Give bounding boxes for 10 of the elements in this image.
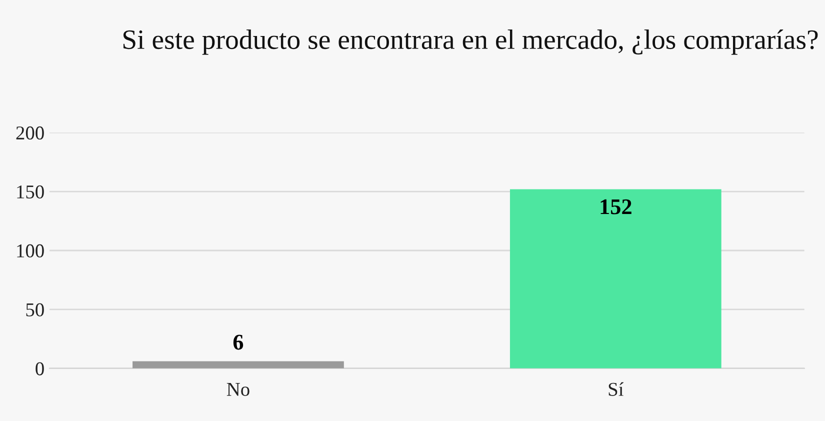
x-tick-label: Sí bbox=[608, 382, 624, 396]
y-tick-label: 200 bbox=[16, 126, 44, 140]
y-tick-label: 150 bbox=[17, 185, 44, 198]
data-label: 152 bbox=[600, 199, 632, 214]
chart-title: Si este producto se encontrara en el mercado, ¿los comprarías? bbox=[123, 29, 818, 55]
y-tick-label: 100 bbox=[17, 244, 44, 258]
x-tick-label: No bbox=[226, 383, 250, 396]
y-tick-label: 50 bbox=[26, 303, 44, 316]
data-label: 6 bbox=[233, 334, 244, 350]
y-tick-label: 0 bbox=[36, 362, 44, 376]
